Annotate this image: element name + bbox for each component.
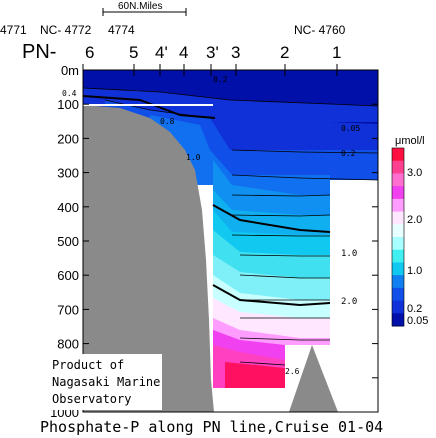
colorbar-segment [392, 224, 404, 238]
station-label: 1 [332, 43, 341, 62]
station-label: 3 [231, 43, 240, 62]
station-ticks [82, 64, 338, 76]
colorbar-segment [392, 211, 404, 225]
station-label: 4 [179, 43, 188, 62]
colorbar-unit-label: μmol/l [395, 135, 425, 147]
contour-label: 2.0 [341, 297, 357, 307]
station-id: NC- 4772 [40, 23, 92, 37]
contour-labels: 0.2 0.4 0.8 1.0 0.05 0.2 1.0 2.0 2.6 [62, 75, 360, 376]
colorbar-tick-label: 0.05 [407, 315, 428, 327]
contour-lines [83, 87, 378, 366]
contour-label: 2.6 [285, 367, 300, 376]
y-tick-label: 500 [57, 234, 79, 249]
colorbar: 3.0 2.0 1.0 0.20.05 [391, 147, 428, 327]
station-ids: NC- 4772 4774 4771 NC- 4760 [0, 23, 346, 37]
colorbar-tick-label: 2.0 [407, 214, 422, 226]
product-note-line-2: Nagasaki Marine [52, 375, 160, 389]
station-label: 3' [206, 43, 219, 62]
colorbar-segment [392, 198, 404, 213]
colorbar-segment [392, 148, 404, 162]
colorbar-segment [392, 287, 404, 302]
contour-label: 1.0 [341, 249, 357, 259]
distance-scale: 60N.Miles [102, 1, 187, 16]
colorbar-tick-label: 0.2 [407, 303, 422, 315]
colorbar-frame [391, 147, 405, 327]
y-tick-label: 100 [57, 97, 79, 112]
station-label: 4' [155, 43, 168, 62]
y-tick-label: 400 [57, 200, 79, 215]
colorbar-segment [392, 237, 404, 251]
y-axis: 0m1002003004005006007008009001000 [50, 63, 378, 420]
distance-scale-label: 60N.Miles [118, 1, 162, 12]
colorbar-segment [392, 173, 404, 187]
line-label: PN- [22, 41, 56, 63]
colorbar-segment [392, 300, 404, 314]
station-label: 2 [280, 43, 289, 62]
seafloor-topography [83, 104, 338, 412]
colorbar-segment [392, 313, 404, 327]
colorbar-segment [392, 249, 404, 263]
seamount [289, 345, 338, 412]
product-note-line-1: Product of [52, 358, 124, 372]
contour-thick-lines [83, 95, 331, 307]
contour-label: 0.2 [341, 149, 356, 158]
y-tick-label: 700 [57, 302, 79, 317]
colorbar-segment [392, 275, 404, 289]
chart-title: Phosphate-P along PN line,Cruise 01-04 [40, 418, 383, 436]
contour-label: 1.0 [186, 153, 201, 162]
station-label: 6 [85, 43, 94, 62]
station-labels: 6 5 4' 4 3' 3 2 1 [85, 43, 341, 62]
y-tick-label: 300 [57, 166, 79, 181]
colorbar-segment [392, 262, 404, 276]
station-id: NC- 4760 [294, 23, 346, 37]
station-id: 4771 [0, 23, 27, 37]
colorbar-tick-label: 3.0 [407, 167, 422, 179]
contour-label: 0.4 [62, 89, 77, 98]
station-id: 4774 [108, 23, 135, 37]
continental-slope [83, 105, 214, 412]
colorbar-tick-label: 1.0 [407, 265, 422, 277]
colorbar-segment [392, 160, 404, 174]
product-note: Product of Nagasaki Marine Observatory [48, 354, 162, 410]
y-tick-label: 600 [57, 268, 79, 283]
y-tick-label: 200 [57, 131, 79, 146]
colorbar-segment [392, 186, 404, 200]
product-note-line-3: Observatory [52, 392, 131, 406]
y-tick-label: 800 [57, 337, 79, 352]
cap-box-left [83, 104, 213, 106]
contour-label: 0.2 [213, 75, 228, 84]
y-tick-label: 0m [61, 63, 79, 78]
contour-label: 0.05 [341, 124, 360, 133]
contour-label: 0.8 [160, 117, 175, 126]
station-label: 5 [129, 43, 138, 62]
